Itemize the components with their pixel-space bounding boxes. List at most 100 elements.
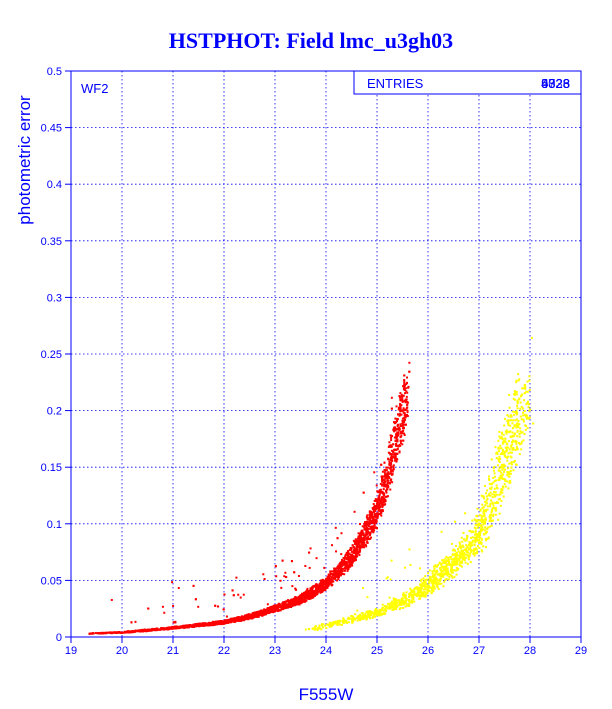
data-point — [231, 589, 234, 592]
data-point — [415, 593, 418, 596]
data-point — [364, 521, 367, 524]
data-point — [343, 618, 346, 621]
data-point — [309, 589, 312, 592]
data-point — [485, 530, 488, 533]
data-point — [376, 514, 379, 517]
data-point — [471, 541, 474, 544]
data-point — [281, 607, 284, 610]
data-point — [385, 495, 388, 498]
data-point — [414, 586, 417, 589]
data-point — [171, 626, 174, 629]
data-point — [468, 554, 471, 557]
data-point — [285, 576, 288, 579]
data-point — [418, 567, 421, 570]
data-point — [388, 602, 391, 605]
data-point — [386, 576, 389, 579]
data-point — [378, 614, 381, 617]
data-point — [331, 570, 334, 573]
data-point — [402, 599, 405, 602]
data-point — [398, 450, 401, 453]
data-point — [440, 569, 443, 572]
data-point — [197, 605, 200, 608]
data-point — [304, 596, 307, 599]
data-point — [344, 556, 347, 559]
data-point — [268, 611, 271, 614]
data-point — [353, 618, 356, 621]
data-point — [373, 513, 376, 516]
data-point — [428, 577, 431, 580]
data-point — [469, 552, 472, 555]
data-point — [294, 587, 297, 590]
data-point — [354, 613, 357, 616]
data-point — [296, 597, 299, 600]
data-point — [479, 529, 482, 532]
data-point — [301, 600, 304, 603]
data-point — [345, 621, 348, 624]
data-point — [495, 486, 498, 489]
data-point — [299, 598, 302, 601]
data-point — [393, 426, 396, 429]
data-point — [486, 527, 489, 530]
data-point — [339, 571, 342, 574]
data-point — [400, 431, 403, 434]
data-point — [433, 567, 436, 570]
data-point — [410, 593, 413, 596]
data-point — [446, 560, 449, 563]
data-point — [393, 453, 396, 456]
data-point — [508, 462, 511, 465]
data-point — [480, 494, 483, 497]
data-point — [381, 603, 384, 606]
data-point — [462, 531, 465, 534]
data-point — [498, 478, 501, 481]
data-point — [311, 627, 314, 630]
data-point — [510, 451, 513, 454]
data-point — [357, 543, 360, 546]
data-point — [344, 564, 347, 567]
data-point — [503, 450, 506, 453]
data-point — [177, 587, 180, 590]
data-point — [483, 518, 486, 521]
data-point — [394, 459, 397, 462]
data-point — [332, 573, 335, 576]
data-point — [283, 575, 286, 578]
data-point — [386, 483, 389, 486]
data-point — [360, 546, 363, 549]
data-point — [372, 515, 375, 518]
data-point — [329, 580, 332, 583]
data-point — [368, 516, 371, 519]
data-point — [395, 608, 398, 611]
data-point — [366, 530, 369, 533]
data-point — [529, 408, 532, 411]
data-point — [356, 619, 359, 622]
data-point — [394, 421, 397, 424]
data-point — [447, 561, 450, 564]
data-point — [423, 579, 426, 582]
data-point — [98, 632, 101, 635]
data-point — [370, 614, 373, 617]
data-point — [521, 407, 524, 410]
data-point — [512, 469, 515, 472]
data-point — [120, 631, 123, 634]
data-point — [508, 393, 511, 396]
data-point — [377, 610, 380, 613]
data-point — [375, 609, 378, 612]
data-point — [481, 529, 484, 532]
data-point — [460, 555, 463, 558]
data-point — [407, 604, 410, 607]
data-point — [388, 482, 391, 485]
data-point — [502, 467, 505, 470]
data-point — [471, 539, 474, 542]
data-point — [510, 444, 513, 447]
data-point — [507, 415, 510, 418]
data-point — [364, 615, 367, 618]
data-point — [390, 465, 393, 468]
data-point — [502, 495, 505, 498]
data-point — [376, 501, 379, 504]
data-point — [408, 600, 410, 603]
data-point — [172, 621, 175, 624]
data-point — [381, 478, 384, 481]
data-point — [404, 418, 407, 421]
data-point — [403, 386, 406, 389]
data-point — [386, 473, 389, 476]
data-point — [367, 613, 370, 616]
